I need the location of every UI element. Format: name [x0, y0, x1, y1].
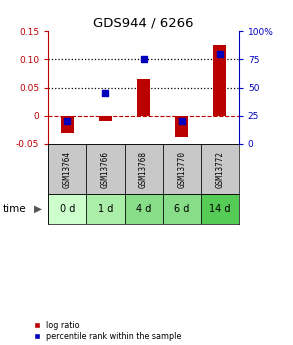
Text: 14 d: 14 d — [209, 204, 231, 214]
Bar — [61, 116, 74, 133]
Text: GSM13768: GSM13768 — [139, 150, 148, 188]
Bar — [163, 194, 201, 224]
Bar — [125, 194, 163, 224]
Text: time: time — [3, 204, 27, 214]
Point — [179, 119, 184, 124]
Bar — [137, 79, 150, 116]
Bar — [213, 45, 226, 116]
Text: ▶: ▶ — [34, 204, 42, 214]
Bar — [201, 194, 239, 224]
Text: 4 d: 4 d — [136, 204, 151, 214]
Bar — [86, 194, 125, 224]
Title: GDS944 / 6266: GDS944 / 6266 — [93, 17, 194, 30]
Bar — [201, 144, 239, 194]
Point — [217, 51, 222, 56]
Bar — [48, 194, 86, 224]
Text: 0 d: 0 d — [60, 204, 75, 214]
Point — [65, 119, 70, 124]
Text: GSM13770: GSM13770 — [177, 150, 186, 188]
Bar — [99, 116, 112, 121]
Legend: log ratio, percentile rank within the sample: log ratio, percentile rank within the sa… — [33, 321, 182, 341]
Bar — [48, 144, 86, 194]
Text: GSM13766: GSM13766 — [101, 150, 110, 188]
Bar — [86, 144, 125, 194]
Bar — [175, 116, 188, 137]
Text: GSM13764: GSM13764 — [63, 150, 72, 188]
Text: 1 d: 1 d — [98, 204, 113, 214]
Bar — [163, 144, 201, 194]
Text: GSM13772: GSM13772 — [215, 150, 224, 188]
Point — [103, 90, 108, 96]
Text: 6 d: 6 d — [174, 204, 189, 214]
Point — [141, 57, 146, 62]
Bar — [125, 144, 163, 194]
